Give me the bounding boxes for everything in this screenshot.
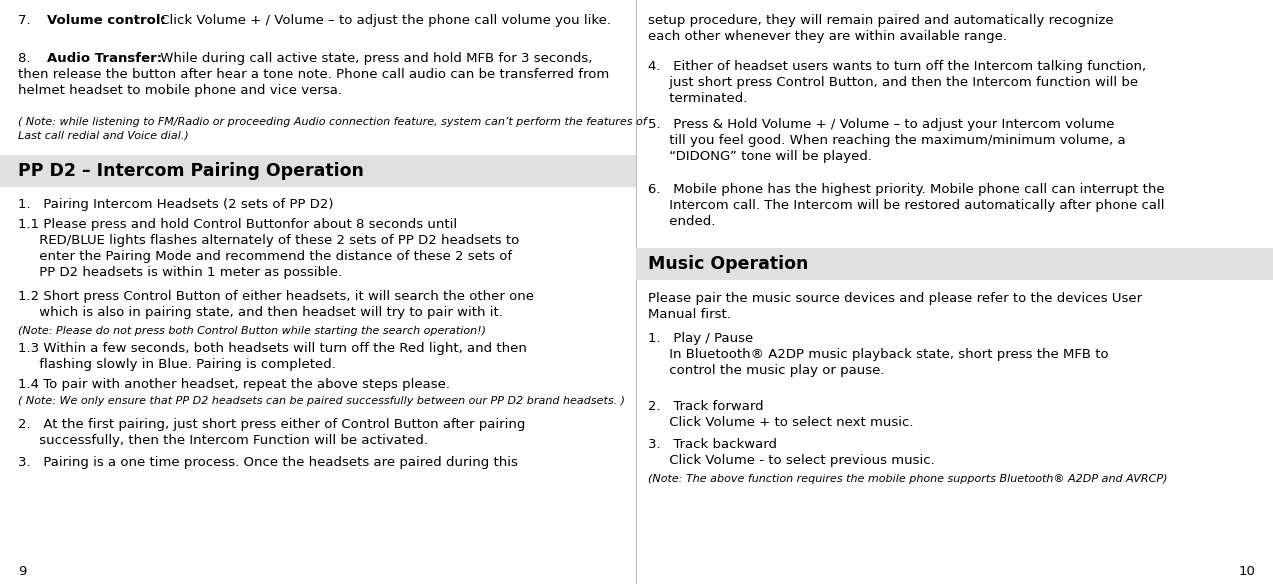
Text: enter the Pairing Mode and recommend the distance of these 2 sets of: enter the Pairing Mode and recommend the… [18,250,512,263]
Text: In Bluetooth® A2DP music playback state, short press the MFB to: In Bluetooth® A2DP music playback state,… [648,348,1109,361]
Text: 7.: 7. [18,14,39,27]
Text: ( Note: We only ensure that PP D2 headsets can be paired successfully between ou: ( Note: We only ensure that PP D2 headse… [18,396,625,406]
Text: control the music play or pause.: control the music play or pause. [648,364,885,377]
Text: Audio Transfer:: Audio Transfer: [47,52,162,65]
Text: helmet headset to mobile phone and vice versa.: helmet headset to mobile phone and vice … [18,84,342,97]
Text: Volume control:: Volume control: [47,14,165,27]
Text: (Note: The above function requires the mobile phone supports Bluetooth® A2DP and: (Note: The above function requires the m… [648,474,1167,484]
Text: setup procedure, they will remain paired and automatically recognize: setup procedure, they will remain paired… [648,14,1114,27]
Text: “DIDONG” tone will be played.: “DIDONG” tone will be played. [648,150,872,163]
Text: 6.   Mobile phone has the highest priority. Mobile phone call can interrupt the: 6. Mobile phone has the highest priority… [648,183,1165,196]
Text: ended.: ended. [648,215,715,228]
Text: Click Volume + to select next music.: Click Volume + to select next music. [648,416,914,429]
Text: 3.   Track backward: 3. Track backward [648,438,777,451]
Text: RED/BLUE lights flashes alternately of these 2 sets of PP D2 headsets to: RED/BLUE lights flashes alternately of t… [18,234,519,247]
Text: 1.   Play / Pause: 1. Play / Pause [648,332,754,345]
Text: 5.   Press & Hold Volume + / Volume – to adjust your Intercom volume: 5. Press & Hold Volume + / Volume – to a… [648,118,1114,131]
Text: 9: 9 [18,565,27,578]
Text: Last call redial and Voice dial.): Last call redial and Voice dial.) [18,131,188,141]
Text: Click Volume + / Volume – to adjust the phone call volume you like.: Click Volume + / Volume – to adjust the … [155,14,611,27]
Text: 3.   Pairing is a one time process. Once the headsets are paired during this: 3. Pairing is a one time process. Once t… [18,456,518,469]
Text: which is also in pairing state, and then headset will try to pair with it.: which is also in pairing state, and then… [18,306,503,319]
Text: 4.   Either of headset users wants to turn off the Intercom talking function,: 4. Either of headset users wants to turn… [648,60,1146,73]
Text: 10: 10 [1239,565,1255,578]
Text: 1.4 To pair with another headset, repeat the above steps please.: 1.4 To pair with another headset, repeat… [18,378,449,391]
Text: till you feel good. When reaching the maximum/minimum volume, a: till you feel good. When reaching the ma… [648,134,1125,147]
Text: 8.: 8. [18,52,39,65]
Text: 2.   Track forward: 2. Track forward [648,400,764,413]
Text: 2.   At the first pairing, just short press either of Control Button after pairi: 2. At the first pairing, just short pres… [18,418,526,431]
Text: Manual first.: Manual first. [648,308,731,321]
Text: Music Operation: Music Operation [648,255,808,273]
Text: While during call active state, press and hold MFB for 3 seconds,: While during call active state, press an… [155,52,592,65]
Text: (Note: Please do not press both Control Button while starting the search operati: (Note: Please do not press both Control … [18,326,486,336]
Text: PP D2 – Intercom Pairing Operation: PP D2 – Intercom Pairing Operation [18,162,364,180]
Text: terminated.: terminated. [648,92,747,105]
Text: 1.   Pairing Intercom Headsets (2 sets of PP D2): 1. Pairing Intercom Headsets (2 sets of … [18,198,334,211]
Text: ( Note: while listening to FM/Radio or proceeding Audio connection feature, syst: ( Note: while listening to FM/Radio or p… [18,117,647,127]
Text: flashing slowly in Blue. Pairing is completed.: flashing slowly in Blue. Pairing is comp… [18,358,336,371]
Text: successfully, then the Intercom Function will be activated.: successfully, then the Intercom Function… [18,434,428,447]
Bar [636,248,1273,280]
Text: just short press Control Button, and then the Intercom function will be: just short press Control Button, and the… [648,76,1138,89]
Text: then release the button after hear a tone note. Phone call audio can be transfer: then release the button after hear a ton… [18,68,610,81]
Text: PP D2 headsets is within 1 meter as possible.: PP D2 headsets is within 1 meter as poss… [18,266,342,279]
Text: Please pair the music source devices and please refer to the devices User: Please pair the music source devices and… [648,292,1142,305]
Text: Intercom call. The Intercom will be restored automatically after phone call: Intercom call. The Intercom will be rest… [648,199,1165,212]
Text: Click Volume - to select previous music.: Click Volume - to select previous music. [648,454,934,467]
Bar [0,155,636,187]
Text: 1.1 Please press and hold Control Buttonfor about 8 seconds until: 1.1 Please press and hold Control Button… [18,218,457,231]
Text: 1.2 Short press Control Button of either headsets, it will search the other one: 1.2 Short press Control Button of either… [18,290,533,303]
Text: each other whenever they are within available range.: each other whenever they are within avai… [648,30,1007,43]
Text: 1.3 Within a few seconds, both headsets will turn off the Red light, and then: 1.3 Within a few seconds, both headsets … [18,342,527,355]
